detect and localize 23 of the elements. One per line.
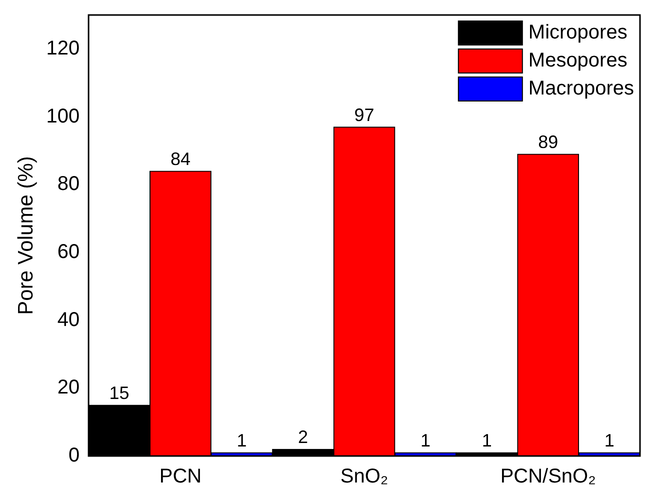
y-tick-label: 100 xyxy=(46,105,80,128)
y-tick-label: 80 xyxy=(57,173,80,196)
data-label: 1 xyxy=(236,430,247,451)
legend-label: Micropores xyxy=(528,22,628,44)
y-axis-title: Pore Volume (%) xyxy=(14,156,38,315)
x-tick-label: SnO₂ xyxy=(340,466,388,488)
data-label: 1 xyxy=(420,430,431,451)
x-tick-label: PCN xyxy=(159,466,202,488)
data-label: 1 xyxy=(482,430,492,451)
data-label: 97 xyxy=(354,104,374,125)
legend-label: Macropores xyxy=(528,78,634,100)
data-label: 1 xyxy=(604,430,614,451)
y-tick-label: 0 xyxy=(68,444,80,467)
data-label: 89 xyxy=(538,132,558,152)
data-label: 15 xyxy=(109,383,130,404)
y-tick-label: 40 xyxy=(57,308,80,331)
y-tick-label: 60 xyxy=(57,240,80,263)
y-tick-label: 120 xyxy=(46,37,80,60)
data-label: 2 xyxy=(298,427,308,448)
x-tick-label: PCN/SnO₂ xyxy=(500,466,596,488)
legend-label: Mesopores xyxy=(528,50,628,72)
data-label: 84 xyxy=(170,149,190,170)
y-tick-label: 20 xyxy=(57,376,80,399)
